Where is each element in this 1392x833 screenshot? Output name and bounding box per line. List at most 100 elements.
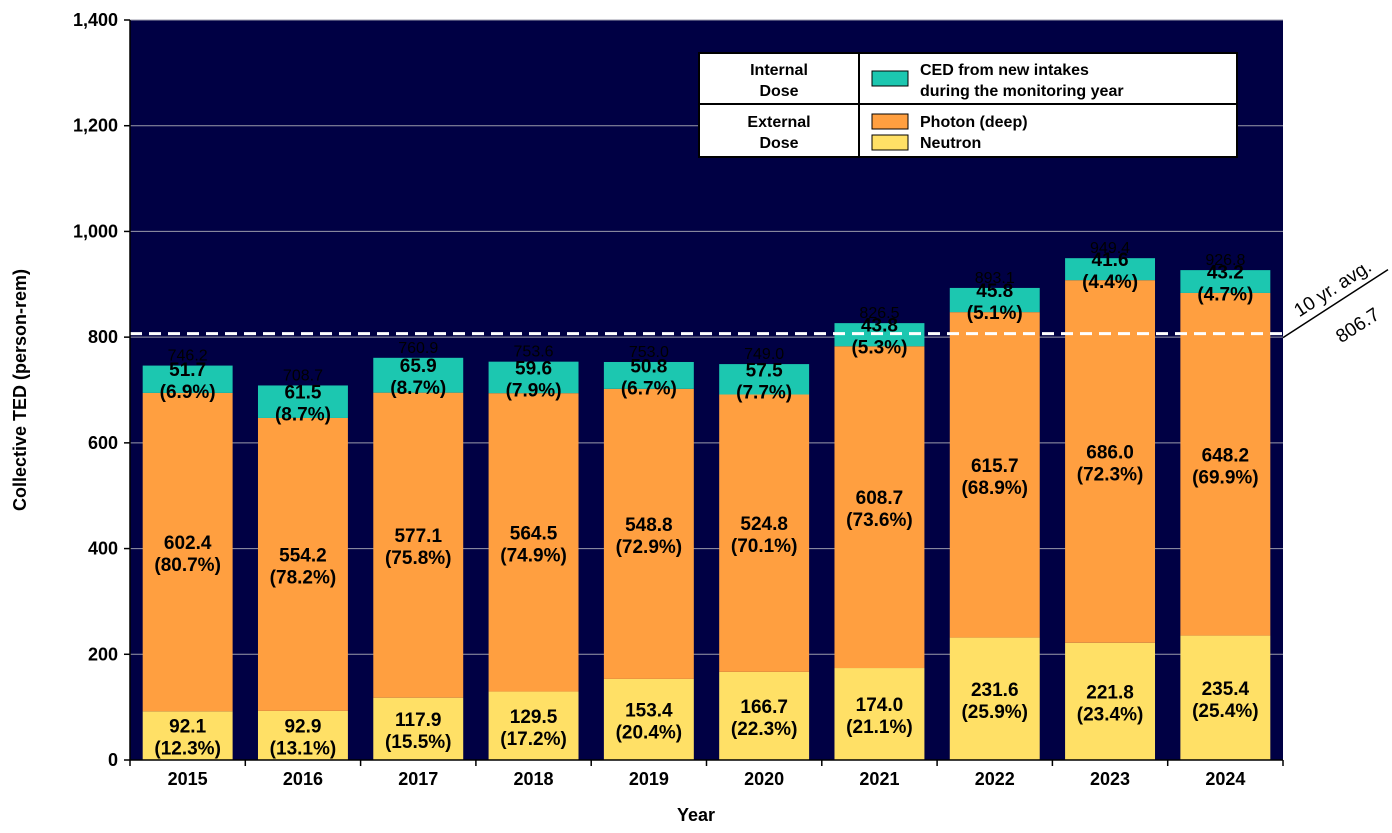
- average-leader-line: [1282, 268, 1389, 339]
- data-label-ced-value: 65.9: [400, 356, 437, 377]
- y-tick-label: 0: [108, 750, 118, 770]
- total-label: 749.0: [744, 346, 784, 363]
- y-tick-label: 800: [88, 327, 118, 347]
- bar-segment-photon: [142, 392, 233, 712]
- data-label-neutron-percent: (13.1%): [270, 738, 337, 759]
- data-label-photon-value: 548.8: [625, 515, 673, 536]
- data-label-photon-value: 602.4: [164, 533, 212, 554]
- data-label-ced-value: 51.7: [169, 360, 206, 381]
- data-label-photon-percent: (70.1%): [731, 536, 798, 557]
- y-tick-label: 400: [88, 539, 118, 559]
- data-label-photon-value: 577.1: [394, 526, 442, 547]
- legend-group-internal-line1: Internal: [750, 62, 808, 79]
- data-label-photon-percent: (72.3%): [1077, 464, 1144, 485]
- bar-segment-ced: [1180, 270, 1271, 293]
- x-tick-label: 2024: [1205, 769, 1245, 789]
- data-label-photon-value: 554.2: [279, 545, 327, 566]
- y-axis-title: Collective TED (person-rem): [10, 269, 30, 511]
- data-label-ced-value: 50.8: [630, 356, 667, 377]
- bar-segment-neutron: [1180, 635, 1271, 760]
- data-label-ced-value: 41.6: [1092, 250, 1129, 271]
- data-label-photon-percent: (68.9%): [961, 478, 1028, 499]
- bar-segment-neutron: [603, 678, 694, 760]
- data-label-ced-value: 43.2: [1207, 263, 1244, 284]
- legend-group-external-line1: External: [747, 114, 810, 131]
- bar-segment-neutron: [142, 711, 233, 760]
- total-label: 893.1: [975, 270, 1015, 287]
- total-label: 708.7: [283, 367, 323, 384]
- bar-segment-photon: [603, 388, 694, 679]
- x-tick-label: 2015: [168, 769, 208, 789]
- data-label-ced-percent: (8.7%): [275, 405, 331, 426]
- bar-segment-ced: [373, 357, 464, 393]
- data-label-photon-value: 615.7: [971, 456, 1019, 477]
- data-label-photon-percent: (78.2%): [270, 567, 337, 588]
- data-label-neutron-value: 153.4: [625, 700, 673, 721]
- y-tick-label: 1,200: [73, 116, 118, 136]
- x-tick-label: 2018: [514, 769, 554, 789]
- y-tick-label: 1,400: [73, 10, 118, 30]
- data-label-neutron-percent: (22.3%): [731, 719, 798, 740]
- total-label: 746.2: [168, 348, 208, 365]
- data-label-photon-value: 608.7: [856, 488, 904, 509]
- data-label-ced-percent: (7.9%): [506, 380, 562, 401]
- data-label-photon-value: 524.8: [740, 514, 788, 535]
- legend-group-internal-line2: Dose: [759, 83, 798, 100]
- data-label-neutron-value: 166.7: [740, 697, 788, 718]
- bar-segment-photon: [834, 346, 925, 669]
- bar-segment-ced: [1065, 258, 1156, 281]
- total-label: 926.8: [1205, 252, 1245, 269]
- data-label-photon-value: 564.5: [510, 523, 558, 544]
- bar-segment-neutron: [949, 637, 1040, 760]
- y-tick-label: 1,000: [73, 221, 118, 241]
- bar-segment-photon: [1180, 292, 1271, 636]
- data-label-ced-value: 45.8: [976, 281, 1013, 302]
- data-label-neutron-value: 221.8: [1086, 682, 1134, 703]
- legend-swatch-ced: [871, 70, 909, 87]
- data-label-neutron-percent: (25.4%): [1192, 701, 1259, 722]
- bar-segment-neutron: [257, 710, 348, 760]
- data-label-ced-percent: (7.7%): [736, 382, 792, 403]
- bar-segment-neutron: [373, 697, 464, 760]
- data-label-neutron-value: 92.9: [284, 716, 321, 737]
- legend: Internal Dose External Dose CED from new…: [698, 52, 1238, 158]
- data-label-photon-percent: (69.9%): [1192, 467, 1259, 488]
- total-label: 760.9: [398, 340, 438, 357]
- data-label-ced-percent: (5.3%): [851, 338, 907, 359]
- data-label-ced-value: 57.5: [746, 360, 783, 381]
- bar-segment-ced: [142, 365, 233, 393]
- x-axis-title: Year: [677, 805, 715, 825]
- data-label-photon-percent: (73.6%): [846, 510, 913, 531]
- x-tick-label: 2017: [398, 769, 438, 789]
- data-label-neutron-percent: (25.9%): [961, 702, 1028, 723]
- data-label-neutron-value: 117.9: [395, 710, 442, 731]
- data-label-neutron-value: 92.1: [169, 717, 206, 738]
- bar-segment-photon: [949, 312, 1040, 638]
- data-label-ced-percent: (4.4%): [1082, 272, 1138, 293]
- legend-swatch-photon: [871, 113, 909, 130]
- legend-swatch-neutron: [871, 134, 909, 151]
- data-label-ced-percent: (4.7%): [1197, 285, 1253, 306]
- bars: 92.1(12.3%) 602.4(80.7%) 51.7(6.9%) 746.2 92…: [142, 240, 1271, 760]
- data-label-ced-value: 59.6: [515, 358, 552, 379]
- data-label-neutron-value: 174.0: [856, 695, 904, 716]
- data-label-neutron-percent: (23.4%): [1077, 704, 1144, 725]
- data-label-neutron-value: 129.5: [510, 707, 558, 728]
- bar-segment-neutron: [488, 691, 579, 760]
- x-tick-label: 2021: [859, 769, 899, 789]
- bar-segment-photon: [1065, 280, 1156, 643]
- bar-segment-photon: [719, 394, 810, 672]
- x-tick-label: 2023: [1090, 769, 1130, 789]
- data-label-ced-percent: (6.7%): [621, 378, 677, 399]
- data-label-neutron-percent: (21.1%): [846, 717, 913, 738]
- data-label-photon-percent: (75.8%): [385, 548, 452, 569]
- total-label: 753.0: [629, 344, 669, 361]
- data-label-photon-percent: (80.7%): [154, 555, 221, 576]
- legend-label-ced-line1: CED from new intakes: [920, 62, 1089, 79]
- data-label-neutron-value: 235.4: [1202, 679, 1250, 700]
- data-label-photon-percent: (72.9%): [616, 537, 683, 558]
- total-label: 753.6: [514, 344, 554, 361]
- data-label-neutron-percent: (15.5%): [385, 732, 452, 753]
- total-label: 949.4: [1090, 240, 1130, 257]
